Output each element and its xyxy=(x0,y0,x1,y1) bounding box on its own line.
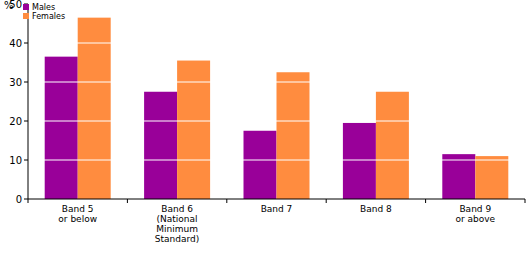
y-axis-label: % xyxy=(4,0,14,11)
bar xyxy=(244,131,277,199)
x-tick xyxy=(226,199,227,203)
x-tick-label: Band 5or below xyxy=(58,204,97,224)
grid-line xyxy=(28,4,525,5)
x-tick-label-line: Band 5 xyxy=(62,204,94,214)
bar xyxy=(144,92,177,199)
bar xyxy=(78,18,111,199)
y-tick-label: 20 xyxy=(9,116,22,127)
x-tick-label-line: Band 7 xyxy=(261,204,293,214)
y-tick-label: 0 xyxy=(16,194,22,205)
x-tick xyxy=(28,199,29,203)
x-tick-label-line: Band 6 xyxy=(161,204,193,214)
bar xyxy=(343,123,376,199)
bar xyxy=(45,57,78,199)
x-tick xyxy=(425,199,426,203)
x-tick-label-line: Band 9 xyxy=(459,204,491,214)
x-tick-label-line: or below xyxy=(58,214,97,224)
x-tick-label: Band 7 xyxy=(261,204,293,214)
x-tick-label-line: Standard) xyxy=(155,234,199,244)
legend-label: Males xyxy=(32,3,55,12)
x-axis xyxy=(28,199,525,200)
grid-line xyxy=(28,82,525,83)
bar xyxy=(376,92,409,199)
y-tick xyxy=(24,160,28,161)
bar xyxy=(442,154,475,199)
x-tick-label: Band 9or above xyxy=(455,204,495,224)
y-tick xyxy=(24,82,28,83)
grid xyxy=(28,4,525,160)
legend-label: Females xyxy=(32,12,65,21)
grid-line xyxy=(28,43,525,44)
y-tick-label: 40 xyxy=(9,38,22,49)
legend-swatch xyxy=(23,13,29,19)
x-tick-label-line: or above xyxy=(455,214,495,224)
x-tick-label-line: Minimum xyxy=(156,224,198,234)
x-tick xyxy=(326,199,327,203)
grid-line xyxy=(28,121,525,122)
legend-swatch xyxy=(23,4,29,10)
y-axis xyxy=(28,4,29,199)
x-tick-label: Band 8 xyxy=(360,204,392,214)
y-tick xyxy=(24,43,28,44)
x-tick xyxy=(525,199,526,203)
bars xyxy=(45,18,509,199)
x-tick xyxy=(127,199,128,203)
y-tick-label: 30 xyxy=(9,77,22,88)
x-tick-label-line: (National xyxy=(157,214,198,224)
y-tick xyxy=(24,199,28,200)
bar xyxy=(277,72,310,199)
legend: MalesFemales xyxy=(23,3,65,21)
x-tick-label-line: Band 8 xyxy=(360,204,392,214)
bar xyxy=(475,156,508,199)
y-tick xyxy=(24,121,28,122)
chart: 01020304050Band 5or belowBand 6(National… xyxy=(0,0,529,253)
y-tick-label: 10 xyxy=(9,155,22,166)
x-tick-label: Band 6(NationalMinimumStandard) xyxy=(155,204,199,244)
bar xyxy=(177,61,210,199)
grid-line xyxy=(28,160,525,161)
